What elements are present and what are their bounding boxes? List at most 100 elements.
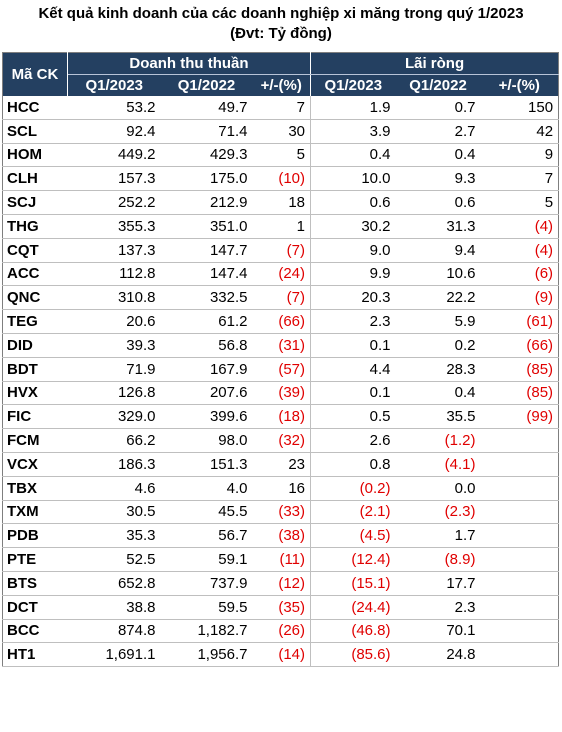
cell-ticker: BCC <box>2 619 68 644</box>
cell-revenue-q1-2022: 59.5 <box>160 595 253 620</box>
cell-revenue-q1-2022: 147.7 <box>160 238 253 263</box>
cell-profit-change: (6) <box>480 262 559 287</box>
cell-revenue-q1-2022: 175.0 <box>160 166 253 192</box>
cell-revenue-q1-2023: 20.6 <box>67 309 161 334</box>
cell-profit-q1-2022: 70.1 <box>395 619 481 644</box>
cell-ticker: HCC <box>2 96 68 120</box>
cell-profit-change: 42 <box>480 119 559 144</box>
cell-profit-change: 150 <box>480 96 559 120</box>
table-body: HCC 53.2 49.7 7 1.9 0.7 150 SCL 92.4 71.4 30 3.9 2.7… <box>2 96 559 668</box>
table-row: VCX 186.3 151.3 23 0.8 (4.1) <box>2 452 559 477</box>
cell-revenue-q1-2022: 737.9 <box>160 571 253 596</box>
cell-profit-q1-2023: 3.9 <box>310 119 396 144</box>
cell-ticker: HT1 <box>2 642 68 668</box>
cell-profit-q1-2023: 2.3 <box>310 309 396 334</box>
cell-revenue-q1-2022: 207.6 <box>160 381 253 406</box>
cell-revenue-change: 18 <box>252 190 311 215</box>
cell-profit-q1-2022: 28.3 <box>395 357 481 382</box>
cell-revenue-q1-2023: 4.6 <box>67 476 161 501</box>
cell-revenue-change: 1 <box>252 214 311 239</box>
cell-profit-change: (61) <box>480 309 559 334</box>
cell-ticker: THG <box>2 214 68 239</box>
cell-profit-q1-2022: 0.4 <box>395 381 481 406</box>
cell-ticker: FIC <box>2 404 68 430</box>
cell-profit-change <box>480 595 559 620</box>
cell-profit-q1-2023: 0.8 <box>310 452 396 477</box>
cell-profit-change: (9) <box>480 285 559 311</box>
table-row: BCC 874.8 1,182.7 (26) (46.8) 70.1 <box>2 619 559 644</box>
cell-profit-q1-2023: 0.4 <box>310 143 396 168</box>
cell-profit-q1-2023: 0.6 <box>310 190 396 215</box>
cell-revenue-change: 16 <box>252 476 311 501</box>
cell-profit-q1-2022: 35.5 <box>395 404 481 430</box>
cell-profit-q1-2023: (15.1) <box>310 571 396 596</box>
cell-ticker: QNC <box>2 285 68 311</box>
cell-ticker: TEG <box>2 309 68 334</box>
cell-profit-q1-2023: (46.8) <box>310 619 396 644</box>
cell-revenue-q1-2023: 92.4 <box>67 119 161 144</box>
cell-profit-q1-2022: 2.7 <box>395 119 481 144</box>
cell-profit-q1-2022: (8.9) <box>395 547 481 572</box>
cell-profit-q1-2022: 0.7 <box>395 96 481 120</box>
table-row: DCT 38.8 59.5 (35) (24.4) 2.3 <box>2 595 559 620</box>
cell-profit-change <box>480 547 559 572</box>
header-rev-q1-2022: Q1/2022 <box>160 74 253 96</box>
table-row: HCC 53.2 49.7 7 1.9 0.7 150 <box>2 96 559 120</box>
cell-profit-q1-2022: 9.4 <box>395 238 481 263</box>
cell-revenue-change: (18) <box>252 404 311 430</box>
cell-revenue-change: (12) <box>252 571 311 596</box>
cell-ticker: DCT <box>2 595 68 620</box>
cell-revenue-q1-2023: 66.2 <box>67 428 161 453</box>
cell-profit-q1-2022: 2.3 <box>395 595 481 620</box>
cell-revenue-q1-2023: 137.3 <box>67 238 161 263</box>
page: Kết quả kinh doanh của các doanh nghiệp … <box>2 5 560 668</box>
table-row: ACC 112.8 147.4 (24) 9.9 10.6 (6) <box>2 262 559 287</box>
cell-ticker: PTE <box>2 547 68 572</box>
cell-profit-change <box>480 428 559 453</box>
cell-profit-change <box>480 523 559 549</box>
cell-profit-q1-2023: 9.9 <box>310 262 396 287</box>
cell-revenue-q1-2022: 71.4 <box>160 119 253 144</box>
cell-revenue-change: (10) <box>252 166 311 192</box>
cell-profit-change: (4) <box>480 214 559 239</box>
cell-revenue-q1-2023: 35.3 <box>67 523 161 549</box>
table-row: HT1 1,691.1 1,956.7 (14) (85.6) 24.8 <box>2 642 559 668</box>
cell-profit-change: 5 <box>480 190 559 215</box>
header-revenue-group: Doanh thu thuần <box>67 52 311 75</box>
cell-revenue-q1-2022: 98.0 <box>160 428 253 453</box>
cell-profit-q1-2023: (12.4) <box>310 547 396 572</box>
cell-profit-change <box>480 642 559 668</box>
cell-profit-q1-2023: 4.4 <box>310 357 396 382</box>
table-row: TEG 20.6 61.2 (66) 2.3 5.9 (61) <box>2 309 559 334</box>
cell-revenue-q1-2023: 252.2 <box>67 190 161 215</box>
cell-revenue-q1-2022: 429.3 <box>160 143 253 168</box>
cell-profit-q1-2022: 17.7 <box>395 571 481 596</box>
cell-profit-q1-2023: 10.0 <box>310 166 396 192</box>
cell-profit-change: (66) <box>480 333 559 358</box>
cell-revenue-q1-2023: 1,691.1 <box>67 642 161 668</box>
cell-profit-q1-2022: (4.1) <box>395 452 481 477</box>
table-row: CQT 137.3 147.7 (7) 9.0 9.4 (4) <box>2 238 559 263</box>
cell-revenue-q1-2023: 652.8 <box>67 571 161 596</box>
cell-profit-change: (85) <box>480 357 559 382</box>
table-row: PDB 35.3 56.7 (38) (4.5) 1.7 <box>2 523 559 549</box>
cell-revenue-change: (31) <box>252 333 311 358</box>
cell-ticker: VCX <box>2 452 68 477</box>
cell-profit-q1-2023: 20.3 <box>310 285 396 311</box>
cell-revenue-change: (57) <box>252 357 311 382</box>
cell-revenue-q1-2022: 61.2 <box>160 309 253 334</box>
cell-profit-q1-2023: 0.1 <box>310 381 396 406</box>
cell-profit-q1-2022: 5.9 <box>395 309 481 334</box>
cell-profit-change: (99) <box>480 404 559 430</box>
cell-revenue-change: (7) <box>252 285 311 311</box>
table-row: FCM 66.2 98.0 (32) 2.6 (1.2) <box>2 428 559 453</box>
table-row: DID 39.3 56.8 (31) 0.1 0.2 (66) <box>2 333 559 358</box>
cell-revenue-q1-2022: 59.1 <box>160 547 253 572</box>
cell-ticker: BDT <box>2 357 68 382</box>
table-row: BTS 652.8 737.9 (12) (15.1) 17.7 <box>2 571 559 596</box>
cell-revenue-q1-2023: 38.8 <box>67 595 161 620</box>
cell-ticker: BTS <box>2 571 68 596</box>
header-np-change: +/-(%) <box>480 74 559 96</box>
cell-profit-q1-2022: 1.7 <box>395 523 481 549</box>
cell-revenue-q1-2023: 52.5 <box>67 547 161 572</box>
